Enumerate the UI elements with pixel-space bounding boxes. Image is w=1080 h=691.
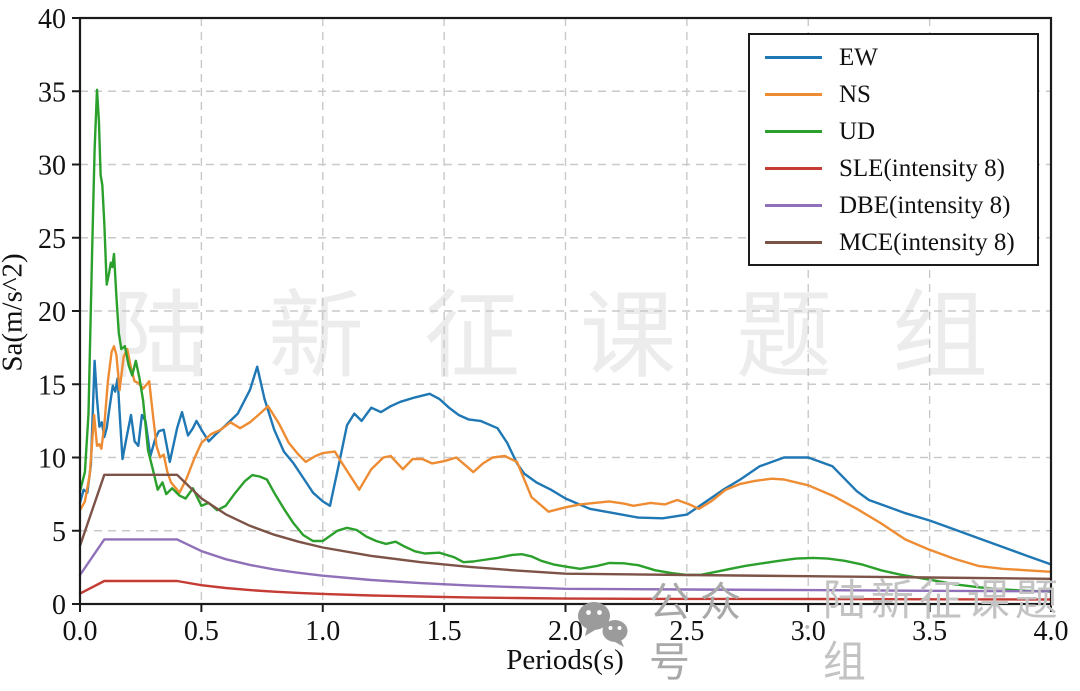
x-tick-label-0.5: 0.5 (184, 616, 219, 647)
x-tick-label-3.5: 3.5 (912, 616, 947, 647)
legend: EW NS UD SLE(intensity 8) DBE(intensity … (748, 33, 1039, 266)
legend-item-ud: UD (750, 114, 1037, 148)
legend-label-ud: UD (839, 117, 876, 145)
y-tick-label-25: 25 (38, 224, 66, 255)
dbe-line-swatch (765, 203, 822, 207)
x-tick-label-4.0: 4.0 (1034, 616, 1069, 647)
curve-sle-intensity-8- (78, 579, 1053, 601)
legend-item-dbe: DBE(intensity 8) (750, 188, 1037, 222)
axis-ticks (72, 17, 1052, 612)
x-tick-label-2.0: 2.0 (548, 616, 583, 647)
y-tick-label-10: 10 (38, 444, 66, 475)
legend-item-ns: NS (750, 77, 1037, 111)
y-tick-label-40: 40 (38, 4, 66, 35)
curves (78, 88, 1053, 601)
y-tick-label-20: 20 (38, 297, 66, 328)
tick-labels: 0.0 0.5 1.0 1.5 2.0 2.5 3.0 3.5 4.0 0 5 10 15 20 25 30 3… (38, 4, 1069, 647)
y-axis-label: Sa(m/s^2) (0, 253, 29, 372)
y-tick-label-0: 0 (52, 590, 66, 621)
x-tick-label-2.5: 2.5 (669, 616, 704, 647)
sle-line-swatch (765, 166, 822, 170)
gridlines (80, 18, 1051, 604)
curve-ud (78, 88, 1053, 593)
x-tick-label-1.0: 1.0 (305, 616, 340, 647)
y-tick-label-35: 35 (38, 77, 66, 108)
x-tick-label-1.5: 1.5 (427, 616, 462, 647)
legend-item-mce: MCE(intensity 8) (750, 225, 1037, 259)
curve-ew (78, 359, 1053, 566)
legend-item-ew: EW (750, 40, 1037, 74)
legend-label-mce: MCE(intensity 8) (839, 228, 1015, 256)
y-tick-label-30: 30 (38, 151, 66, 182)
mce-line-swatch (765, 240, 822, 244)
x-axis-label: Periods(s) (506, 644, 624, 676)
legend-label-ew: EW (839, 43, 878, 71)
ew-line-swatch (765, 55, 822, 59)
ud-line-swatch (765, 129, 822, 133)
legend-label-ns: NS (839, 80, 871, 108)
legend-item-sle: SLE(intensity 8) (750, 151, 1037, 185)
y-tick-label-5: 5 (52, 517, 66, 548)
legend-label-sle: SLE(intensity 8) (839, 154, 1005, 182)
x-tick-label-3.0: 3.0 (791, 616, 826, 647)
curve-dbe-intensity-8- (78, 538, 1053, 593)
x-tick-label-0.0: 0.0 (63, 616, 98, 647)
ns-line-swatch (765, 92, 822, 96)
y-tick-label-15: 15 (38, 370, 66, 401)
legend-label-dbe: DBE(intensity 8) (839, 191, 1011, 219)
curve-mce-intensity-8- (78, 473, 1053, 580)
